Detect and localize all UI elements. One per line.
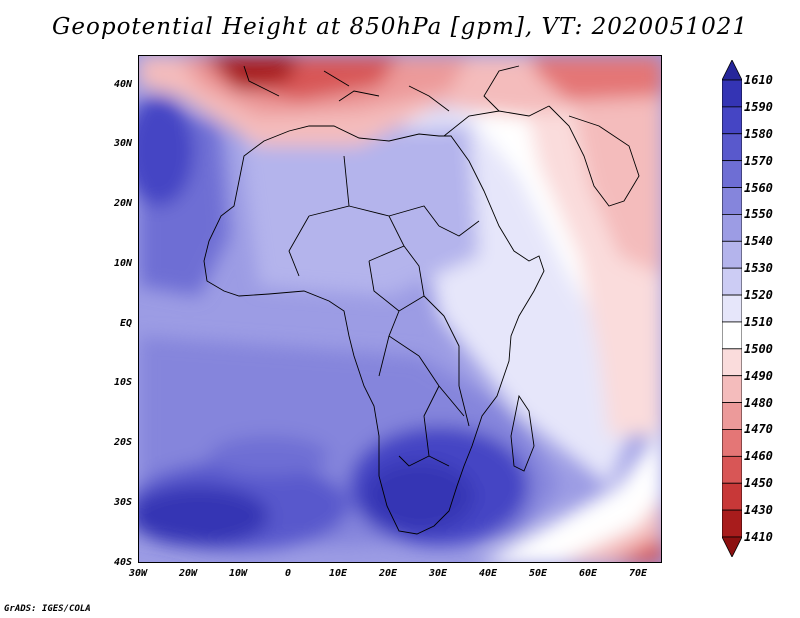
colorbar-label: 1500 [744, 341, 773, 356]
colorbar-segment [721, 59, 743, 81]
colorbar-segment [721, 482, 743, 511]
map-plot-area [138, 55, 662, 563]
lat-label: 40S [113, 557, 132, 568]
colorbar-segment [721, 267, 743, 296]
lon-label: 40E [478, 568, 498, 579]
colorbar-label: 1480 [744, 395, 773, 410]
colorbar-label: 1540 [744, 234, 773, 249]
colorbar-svg [721, 59, 743, 558]
colorbar-segment [721, 133, 743, 162]
colorbar-label: 1520 [744, 288, 773, 303]
colorbar-label: 1580 [744, 126, 773, 141]
colorbar-label: 1430 [744, 503, 773, 518]
colorbar-label: 1570 [744, 153, 773, 168]
colorbar-segment [721, 240, 743, 269]
colorbar-segment [721, 429, 743, 457]
colorbar-segment [721, 79, 743, 108]
lat-label: 10S [113, 377, 132, 388]
lat-label: 30S [113, 497, 132, 508]
colorbar-label: 1590 [744, 99, 773, 114]
lon-label: 10E [328, 568, 348, 579]
lon-label: 30W [128, 568, 148, 579]
map-title: Geopotential Height at 850hPa [gpm], VT:… [52, 14, 748, 40]
lon-label: 20W [178, 568, 198, 579]
colorbar-segment [721, 375, 743, 403]
colorbar-label: 1490 [744, 368, 773, 383]
colorbar-segment [721, 214, 743, 242]
colorbar-segment [721, 455, 743, 484]
lon-label: 60E [578, 568, 598, 579]
colorbar-label: 1410 [744, 530, 773, 544]
lon-label: 0 [284, 568, 292, 579]
colorbar [721, 59, 743, 558]
colorbar-segment [721, 187, 743, 215]
colorbar-segment [721, 536, 743, 558]
lat-label: EQ [119, 318, 132, 329]
colorbar-segment [721, 160, 743, 188]
lon-label: 10W [228, 568, 248, 579]
colorbar-segment [721, 348, 743, 377]
lon-label: 30E [428, 568, 448, 579]
colorbar-segment [721, 294, 743, 323]
colorbar-label: 1560 [744, 180, 773, 195]
colorbar-label: 1510 [744, 314, 773, 329]
colorbar-segment [721, 106, 743, 135]
colorbar-label: 1610 [744, 73, 773, 87]
lat-label: 30N [113, 138, 132, 149]
colorbar-label: 1530 [744, 261, 773, 276]
lon-label: 20E [378, 568, 398, 579]
lat-label: 40N [113, 79, 132, 90]
lat-label: 20S [113, 437, 132, 448]
height-field [139, 56, 661, 562]
colorbar-label: 1470 [744, 422, 773, 437]
lon-label: 70E [628, 568, 648, 579]
colorbar-segment [721, 509, 743, 538]
lat-label: 10N [113, 258, 132, 269]
footer-credit: GrADS: IGES/COLA [4, 604, 91, 614]
colorbar-label: 1550 [744, 207, 773, 222]
colorbar-label: 1450 [744, 476, 773, 491]
lon-label: 50E [528, 568, 548, 579]
colorbar-segment [721, 321, 743, 350]
colorbar-segment [721, 402, 743, 430]
lat-label: 20N [113, 198, 132, 209]
map-svg [139, 56, 661, 562]
coastlines [203, 65, 640, 535]
colorbar-label: 1460 [744, 449, 773, 464]
